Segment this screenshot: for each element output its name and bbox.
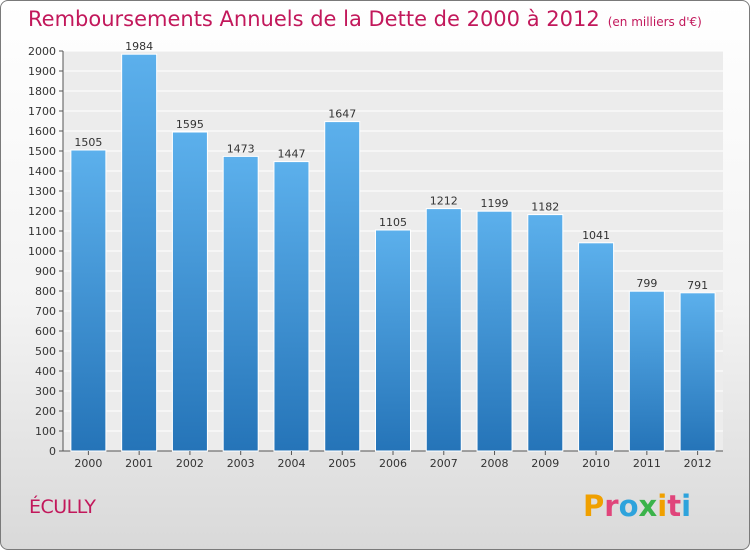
logo-letter: o (618, 489, 639, 523)
bar-value-label: 1647 (328, 108, 356, 121)
bar (273, 161, 310, 452)
y-tick-label: 1300 (28, 185, 56, 198)
bar (476, 210, 513, 452)
bar-value-label: 1984 (125, 40, 153, 53)
y-tick-label: 1200 (28, 205, 56, 218)
x-tick-label: 2003 (227, 457, 255, 470)
bar (578, 242, 615, 452)
chart-unit: (en milliers d'€) (607, 15, 702, 29)
bar (679, 292, 716, 452)
bar (222, 155, 259, 452)
chart-title: Remboursements Annuels de la Dette de 20… (28, 7, 702, 31)
x-tick-label: 2008 (481, 457, 509, 470)
logo-letter: t (667, 489, 682, 523)
x-tick-label: 2005 (328, 457, 356, 470)
y-tick-label: 2000 (28, 45, 56, 58)
logo-letter: r (604, 489, 619, 523)
bar-value-label: 1199 (481, 197, 509, 210)
y-tick-label: 600 (35, 325, 56, 338)
y-tick-label: 400 (35, 365, 56, 378)
logo-letter: i (681, 489, 692, 523)
x-tick-label: 2010 (582, 457, 610, 470)
bar (171, 131, 208, 452)
chart-title-text: Remboursements Annuels de la Dette de 20… (28, 7, 600, 31)
y-tick-label: 1700 (28, 105, 56, 118)
y-tick-label: 1100 (28, 225, 56, 238)
y-tick-label: 100 (35, 425, 56, 438)
bar (375, 229, 411, 452)
logo-letter: i (657, 489, 668, 523)
y-tick-label: 200 (35, 405, 56, 418)
x-tick-label: 2007 (430, 457, 458, 470)
bar-value-label: 791 (687, 279, 708, 292)
bar (324, 121, 361, 452)
bar (70, 149, 107, 452)
logo-letter: P (583, 489, 605, 523)
bar-value-label: 799 (636, 277, 657, 290)
y-tick-label: 300 (35, 385, 56, 398)
bar-value-label: 1182 (531, 201, 559, 214)
x-tick-label: 2001 (125, 457, 153, 470)
proxiti-logo: Proxiti (583, 489, 691, 523)
y-tick-label: 1800 (28, 85, 56, 98)
x-tick-label: 2011 (633, 457, 661, 470)
bar-value-label: 1473 (227, 142, 255, 155)
logo-letter: x (638, 489, 658, 523)
x-tick-label: 2002 (176, 457, 204, 470)
x-tick-label: 2009 (531, 457, 559, 470)
y-tick-label: 1500 (28, 145, 56, 158)
y-tick-label: 1000 (28, 245, 56, 258)
bar (121, 53, 158, 452)
bar-value-label: 1212 (430, 195, 458, 208)
bar-value-label: 1041 (582, 229, 610, 242)
bar-value-label: 1447 (277, 148, 305, 161)
x-tick-label: 2012 (684, 457, 712, 470)
bar (628, 290, 665, 452)
y-tick-label: 900 (35, 265, 56, 278)
bar (425, 208, 462, 452)
x-tick-label: 2006 (379, 457, 407, 470)
y-tick-label: 500 (35, 345, 56, 358)
y-tick-label: 700 (35, 305, 56, 318)
y-tick-label: 1900 (28, 65, 56, 78)
y-tick-label: 0 (49, 445, 56, 458)
y-tick-label: 1400 (28, 165, 56, 178)
x-tick-label: 2004 (277, 457, 305, 470)
commune-name: ÉCULLY (29, 496, 96, 518)
bar-value-label: 1105 (379, 216, 407, 229)
y-tick-label: 1600 (28, 125, 56, 138)
bar-chart: 0 100 200 300 400 500 600 700 800 900 1000 1100 1200… (28, 40, 723, 470)
x-tick-label: 2000 (74, 457, 102, 470)
bar-value-label: 1505 (74, 136, 102, 149)
bar-value-label: 1595 (176, 118, 204, 131)
bar (527, 214, 564, 452)
y-tick-label: 800 (35, 285, 56, 298)
